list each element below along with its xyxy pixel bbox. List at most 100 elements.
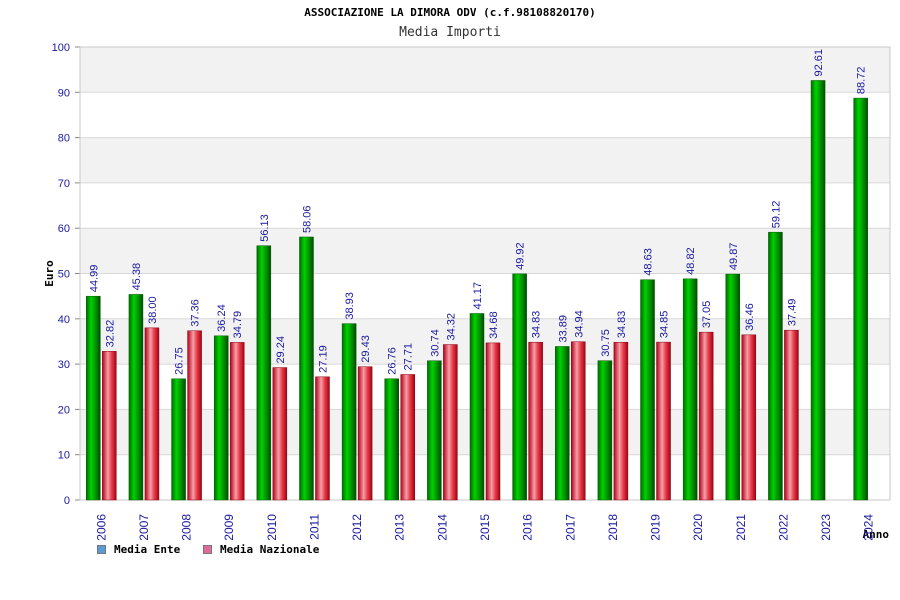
data-label: 38.00 — [147, 296, 159, 324]
bar-media-nazionale — [485, 342, 501, 501]
y-tick-label: 80 — [58, 133, 70, 145]
x-tick-label: 2014 — [435, 514, 449, 541]
x-tick-label: 2008 — [180, 514, 194, 541]
bar-media-ente — [213, 335, 229, 501]
bar-media-nazionale — [784, 329, 799, 501]
x-tick-label: 2021 — [734, 514, 748, 541]
x-tick-label: 2017 — [563, 514, 577, 541]
legend-item-media-nazionale: Media Nazionale — [203, 543, 319, 556]
data-label: 27.71 — [403, 343, 415, 371]
data-label: 45.38 — [131, 263, 143, 291]
data-label: 49.87 — [728, 243, 740, 271]
bar-media-nazionale — [187, 330, 202, 501]
data-label: 26.76 — [387, 347, 399, 375]
chart-title: ASSOCIAZIONE LA DIMORA ODV (c.f.98108820… — [304, 6, 596, 19]
bar-media-ente — [640, 279, 655, 501]
legend-label-media-nazionale: Media Nazionale — [220, 543, 320, 556]
bar-media-nazionale — [315, 376, 330, 501]
bar-media-nazionale — [400, 374, 415, 501]
y-tick-label: 40 — [58, 314, 70, 326]
bar-media-ente — [469, 313, 485, 501]
bar-media-nazionale — [741, 334, 757, 501]
bar-media-ente — [384, 378, 399, 501]
data-label: 30.74 — [429, 329, 441, 357]
bar-media-ente — [853, 97, 868, 501]
data-label: 30.75 — [600, 329, 612, 357]
data-label: 34.32 — [445, 313, 457, 341]
x-axis-label: Anno — [863, 528, 890, 541]
bar-media-ente — [171, 378, 186, 501]
data-label: 38.93 — [344, 292, 356, 320]
x-tick-label: 2016 — [521, 514, 535, 541]
bar-media-nazionale — [528, 341, 543, 501]
x-tick-label: 2011 — [307, 514, 321, 540]
plot-area — [79, 46, 891, 501]
data-label: 44.99 — [88, 265, 100, 293]
bar-media-nazionale — [229, 342, 245, 501]
data-label: 36.24 — [216, 304, 228, 332]
x-tick-label: 2010 — [265, 514, 279, 541]
legend-item-media-ente: Media Ente — [97, 543, 180, 556]
x-tick-label: 2023 — [819, 514, 833, 541]
x-tick-label: 2018 — [606, 514, 620, 541]
grid-band — [80, 228, 890, 274]
data-label: 58.06 — [301, 205, 313, 233]
legend-swatch-media-ente — [97, 545, 106, 554]
x-tick-label: 2006 — [94, 514, 108, 541]
y-tick-label: 70 — [58, 178, 70, 190]
data-label: 34.68 — [488, 311, 500, 339]
data-label: 92.61 — [813, 49, 825, 77]
data-label: 36.46 — [744, 303, 756, 331]
y-tick-label: 50 — [58, 269, 70, 281]
data-label: 29.24 — [275, 336, 287, 364]
bar-media-ente — [597, 360, 613, 501]
bar-media-ente — [341, 323, 357, 501]
bar-media-nazionale — [272, 367, 288, 501]
data-label: 34.79 — [232, 311, 244, 339]
data-label: 29.43 — [360, 335, 372, 363]
bar-media-ente — [256, 245, 272, 501]
y-tick-label: 30 — [58, 359, 70, 371]
bar-media-ente — [555, 346, 570, 501]
data-label: 37.05 — [701, 301, 713, 329]
bar-media-nazionale — [613, 341, 629, 501]
data-label: 34.83 — [531, 311, 543, 339]
x-tick-label: 2022 — [776, 514, 790, 541]
bar-media-ente — [725, 273, 741, 501]
x-tick-label: 2015 — [478, 514, 492, 541]
bar-media-nazionale — [571, 341, 586, 501]
x-tick-label: 2013 — [393, 514, 407, 541]
legend-label-media-ente: Media Ente — [114, 543, 181, 556]
data-label: 27.19 — [317, 345, 329, 373]
data-label: 34.85 — [659, 311, 671, 339]
data-label: 48.82 — [685, 247, 697, 275]
bar-media-ente — [427, 360, 442, 501]
data-label: 34.83 — [616, 311, 628, 339]
bar-media-nazionale — [443, 344, 458, 501]
bar-media-ente — [128, 294, 144, 501]
bar-media-nazionale — [144, 327, 160, 501]
bar-media-nazionale — [357, 366, 373, 501]
grid-band — [80, 92, 890, 138]
bar-media-ente — [768, 231, 783, 501]
data-label: 34.94 — [573, 310, 585, 338]
bar-media-ente — [512, 273, 527, 501]
y-tick-label: 100 — [52, 42, 70, 54]
y-tick-label: 20 — [58, 404, 70, 416]
bar-media-ente — [299, 236, 314, 501]
data-label: 49.92 — [515, 242, 527, 270]
bar-media-ente — [682, 278, 698, 501]
x-tick-label: 2024 — [862, 514, 876, 541]
chart-subtitle: Media Importi — [399, 25, 501, 40]
bar-media-nazionale — [656, 341, 671, 501]
data-label: 41.17 — [472, 282, 484, 310]
y-tick-label: 60 — [58, 223, 70, 235]
bar-media-nazionale — [698, 331, 714, 501]
data-label: 56.13 — [259, 214, 271, 242]
grid-band — [80, 137, 890, 183]
y-tick-label: 0 — [64, 495, 70, 507]
bar-media-ente — [86, 295, 101, 501]
data-label: 33.89 — [557, 315, 569, 343]
data-label: 48.63 — [643, 248, 655, 276]
